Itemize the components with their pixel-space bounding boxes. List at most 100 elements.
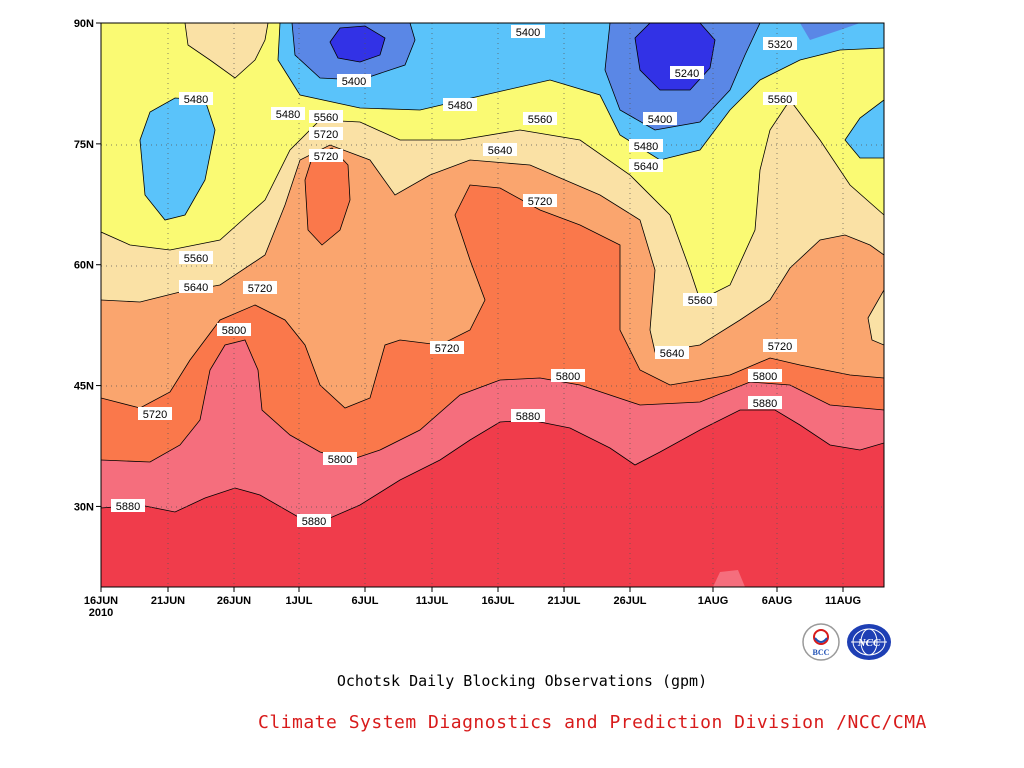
band-lt5240 [330, 26, 385, 62]
svg-text:5400: 5400 [516, 27, 540, 39]
bcc-logo: BCC [802, 623, 840, 661]
contour-label: 5640 [179, 280, 213, 294]
contour-label: 5720 [243, 281, 277, 295]
svg-text:5720: 5720 [435, 343, 459, 355]
svg-text:5560: 5560 [528, 114, 552, 126]
plot-frame [100, 22, 885, 588]
x-tick-label: 6JUL [352, 595, 379, 607]
contour-label: 5480 [629, 139, 663, 153]
band-5320-c [800, 23, 860, 40]
svg-text:5640: 5640 [488, 145, 512, 157]
band-5880 [101, 410, 884, 587]
svg-text:5560: 5560 [768, 94, 792, 106]
svg-text:5480: 5480 [448, 100, 472, 112]
contour-label: 5640 [629, 159, 663, 173]
contour-label: 5800 [748, 369, 782, 383]
x-tick-label: 21JUN [151, 595, 185, 607]
band-5720-island [305, 148, 350, 245]
y-tick-label: 30N [74, 501, 94, 513]
y-tick-label: 75N [74, 139, 94, 151]
svg-text:NCC: NCC [857, 637, 881, 649]
svg-text:5720: 5720 [314, 151, 338, 163]
x-tick-label: 2010 [89, 607, 113, 619]
svg-text:5880: 5880 [516, 411, 540, 423]
svg-text:5640: 5640 [634, 161, 658, 173]
svg-text:5880: 5880 [116, 501, 140, 513]
band-5560-right [868, 290, 884, 345]
x-tick-label: 21JUL [547, 595, 580, 607]
contour-label: 5880 [748, 396, 782, 410]
contour-label: 5800 [217, 323, 251, 337]
svg-text:5720: 5720 [528, 196, 552, 208]
svg-text:5480: 5480 [634, 141, 658, 153]
contour-label: 5720 [309, 149, 343, 163]
contour-label: 5480 [179, 92, 213, 106]
svg-text:5720: 5720 [768, 341, 792, 353]
contour-label: 5560 [683, 293, 717, 307]
svg-text:5720: 5720 [314, 129, 338, 141]
contour-label: 5560 [179, 251, 213, 265]
x-tick-label: 1AUG [698, 595, 729, 607]
contour-label: 5720 [523, 194, 557, 208]
svg-text:5560: 5560 [314, 112, 338, 124]
x-tick-label: 26JUN [217, 595, 251, 607]
contour-labels: 5400 5480 5240 5400 5480 5560 5480 5560 5320 5400… [111, 25, 797, 528]
grid [101, 23, 884, 587]
contour-label: 5240 [670, 66, 704, 80]
svg-text:5240: 5240 [675, 68, 699, 80]
contour-label: 5720 [309, 127, 343, 141]
contour-fills [101, 23, 884, 587]
axis-ticks [96, 22, 844, 592]
contour-label: 5400 [511, 25, 545, 39]
svg-text:5400: 5400 [342, 76, 366, 88]
ncc-logo: NCC [847, 624, 891, 660]
contour-label: 5320 [763, 37, 797, 51]
x-tick-label: 16JUN [84, 595, 118, 607]
x-tick-label: 26JUL [613, 595, 646, 607]
contour-label: 5720 [430, 341, 464, 355]
contour-label: 5880 [297, 514, 331, 528]
y-tick-label: 45N [74, 381, 94, 393]
x-tick-label: 1JUL [286, 595, 313, 607]
contour-label: 5560 [523, 112, 557, 126]
svg-text:5720: 5720 [248, 283, 272, 295]
band-gt5880 [713, 570, 745, 587]
svg-text:5480: 5480 [184, 94, 208, 106]
band-5400-left [140, 98, 215, 220]
contour-label: 5880 [511, 409, 545, 423]
band-5400-right [845, 100, 884, 158]
contour-label: 5560 [309, 110, 343, 124]
x-tick-label: 6AUG [762, 595, 793, 607]
svg-text:5880: 5880 [302, 516, 326, 528]
band-5560-top [185, 23, 268, 78]
contour-label: 5800 [323, 452, 357, 466]
svg-text:5400: 5400 [648, 114, 672, 126]
contour-label: 5640 [483, 143, 517, 157]
svg-text:5480: 5480 [276, 109, 300, 121]
x-tick-label: 16JUL [481, 595, 514, 607]
svg-text:5560: 5560 [184, 253, 208, 265]
y-tick-label: 60N [74, 260, 94, 272]
svg-text:5880: 5880 [753, 398, 777, 410]
y-tick-label: 90N [74, 18, 94, 30]
contour-label: 5880 [111, 499, 145, 513]
contour-label: 5720 [138, 407, 172, 421]
x-tick-label: 11AUG [825, 595, 861, 607]
contour-label: 5480 [271, 107, 305, 121]
chart-caption: Ochotsk Daily Blocking Observations (gpm… [336, 672, 708, 690]
contour-label: 5400 [643, 112, 677, 126]
svg-text:5800: 5800 [753, 371, 777, 383]
contour-label: 5400 [337, 74, 371, 88]
svg-text:5800: 5800 [222, 325, 246, 337]
contour-lines [101, 23, 884, 519]
contour-label: 5560 [763, 92, 797, 106]
svg-text:5640: 5640 [660, 348, 684, 360]
svg-text:5800: 5800 [328, 454, 352, 466]
svg-text:5720: 5720 [143, 409, 167, 421]
contour-label: 5800 [551, 369, 585, 383]
contour-label: 5640 [655, 346, 689, 360]
x-tick-label: 11JUL [416, 595, 449, 607]
svg-text:5560: 5560 [688, 295, 712, 307]
